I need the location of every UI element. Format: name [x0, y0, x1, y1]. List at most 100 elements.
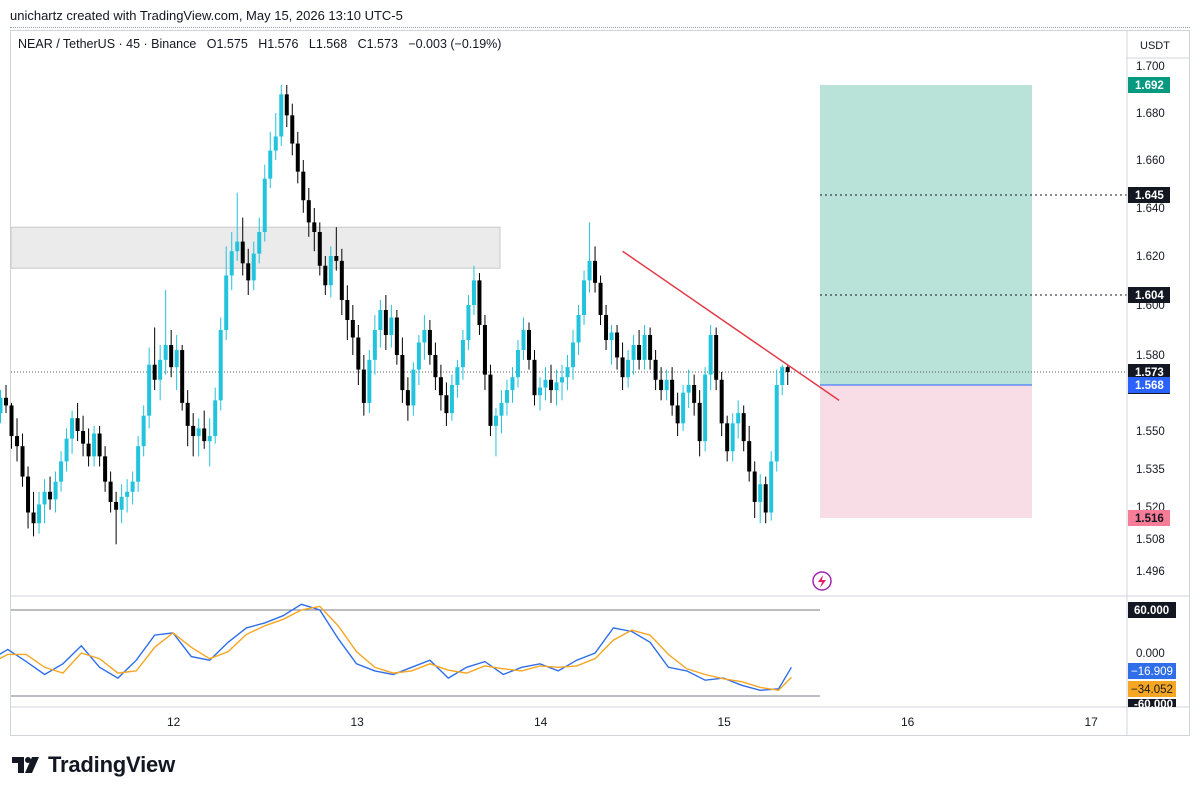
- candle-body: [526, 330, 531, 360]
- candle-body: [686, 385, 691, 393]
- candle-body: [81, 431, 86, 444]
- candle-body: [521, 330, 526, 350]
- candle-body: [571, 342, 576, 368]
- candle-body: [9, 405, 14, 437]
- candle-body: [125, 491, 130, 497]
- candle-body: [675, 405, 680, 424]
- candle-body: [466, 305, 471, 340]
- osc-tick-label: 0.000: [1136, 648, 1165, 660]
- candle-body: [515, 350, 520, 378]
- candle-body: [659, 379, 664, 391]
- candle-body: [328, 256, 333, 286]
- candle-body: [114, 501, 119, 510]
- candle-body: [229, 251, 234, 276]
- legend-low-label: L: [308, 37, 316, 51]
- candle-body: [70, 418, 75, 439]
- candle-body: [306, 200, 311, 223]
- candle-body: [372, 330, 377, 360]
- price-badge: [1128, 364, 1170, 380]
- candle-body: [549, 379, 554, 391]
- candle-body: [323, 265, 328, 286]
- candle-body: [301, 171, 306, 201]
- candle-body: [4, 397, 9, 406]
- candle-body: [697, 402, 702, 442]
- price-badge-label: 1.692: [1135, 80, 1164, 92]
- candle-body: [383, 310, 388, 335]
- candle-body: [593, 260, 598, 283]
- price-tick-label: 1.508: [1136, 534, 1165, 546]
- bolt-icon-glyph: [818, 575, 826, 588]
- candle-body: [626, 359, 631, 378]
- candle-body: [345, 300, 350, 320]
- candle-body: [692, 385, 697, 403]
- candle-body: [416, 342, 421, 370]
- candle-body: [653, 359, 658, 380]
- legend-close-label: C: [357, 37, 367, 51]
- candle-body: [538, 387, 542, 396]
- footer-brand[interactable]: TradingView: [48, 752, 175, 777]
- date-tick-label: 15: [718, 715, 732, 729]
- candle-body: [769, 461, 774, 513]
- candle-body: [108, 481, 113, 502]
- candle-body: [504, 390, 509, 403]
- candle-body: [576, 315, 581, 343]
- candle-body: [119, 496, 124, 510]
- date-tick-label: 13: [351, 715, 365, 729]
- candle-body: [444, 395, 449, 414]
- candle-body: [75, 418, 80, 431]
- price-badge-label: 1.568: [1135, 380, 1164, 392]
- candle-body: [741, 413, 746, 442]
- osc-band-label: 60.000: [1134, 605, 1169, 617]
- price-badge-label: 1.516: [1135, 513, 1164, 525]
- legend-close: 1.573: [366, 37, 398, 51]
- chart-credit: unichartz created with TradingView.com, …: [10, 8, 403, 23]
- time-axis-mask: [1128, 708, 1188, 735]
- candle-body: [565, 367, 570, 378]
- candle-body: [493, 415, 498, 426]
- candle-body: [449, 385, 454, 414]
- candle-body: [42, 491, 47, 505]
- candle-body: [708, 335, 713, 375]
- candle-body: [394, 317, 399, 355]
- price-tick-label: 1.535: [1136, 464, 1165, 476]
- candle-body: [510, 377, 515, 391]
- candle-body: [554, 382, 559, 391]
- candle-body: [59, 461, 64, 482]
- price-badge-label: 1.645: [1135, 190, 1164, 202]
- candle-body: [196, 428, 201, 437]
- candle-body: [681, 392, 686, 424]
- candle-body: [86, 443, 91, 457]
- legend-symbol[interactable]: NEAR / TetherUS · 45 · Binance: [18, 37, 197, 51]
- top-dotted-divider: [10, 27, 1190, 28]
- price-badge: [1128, 77, 1170, 93]
- candle-body: [191, 425, 196, 437]
- price-tick-label: 1.620: [1136, 251, 1165, 263]
- candle-body: [482, 325, 487, 375]
- price-badge: [1128, 377, 1170, 393]
- candle-body: [136, 446, 141, 482]
- candle-body: [64, 438, 69, 462]
- candle-body: [532, 359, 537, 396]
- candle-body: [218, 330, 223, 401]
- candle-body: [604, 315, 609, 340]
- legend-open-label: O: [206, 37, 217, 51]
- candle-body: [224, 275, 229, 330]
- candle-body: [433, 355, 438, 378]
- candle-body: [103, 456, 108, 482]
- osc-series-k: [0, 603, 793, 692]
- legend-low: 1.568: [315, 37, 348, 51]
- candle-body: [488, 374, 493, 426]
- candle-body: [598, 282, 603, 315]
- osc-lower-badge: [1128, 699, 1176, 707]
- candle-body: [499, 402, 504, 416]
- candle-body: [262, 178, 267, 232]
- date-tick-label: 16: [901, 715, 915, 729]
- price-tick-label: 1.700: [1136, 61, 1165, 73]
- candle-body: [477, 280, 482, 325]
- price-tick-label: 1.496: [1136, 566, 1165, 578]
- legend-high-label: H: [258, 37, 268, 51]
- candle-body: [317, 232, 322, 266]
- candle-body: [273, 136, 278, 151]
- candle-body: [152, 364, 157, 380]
